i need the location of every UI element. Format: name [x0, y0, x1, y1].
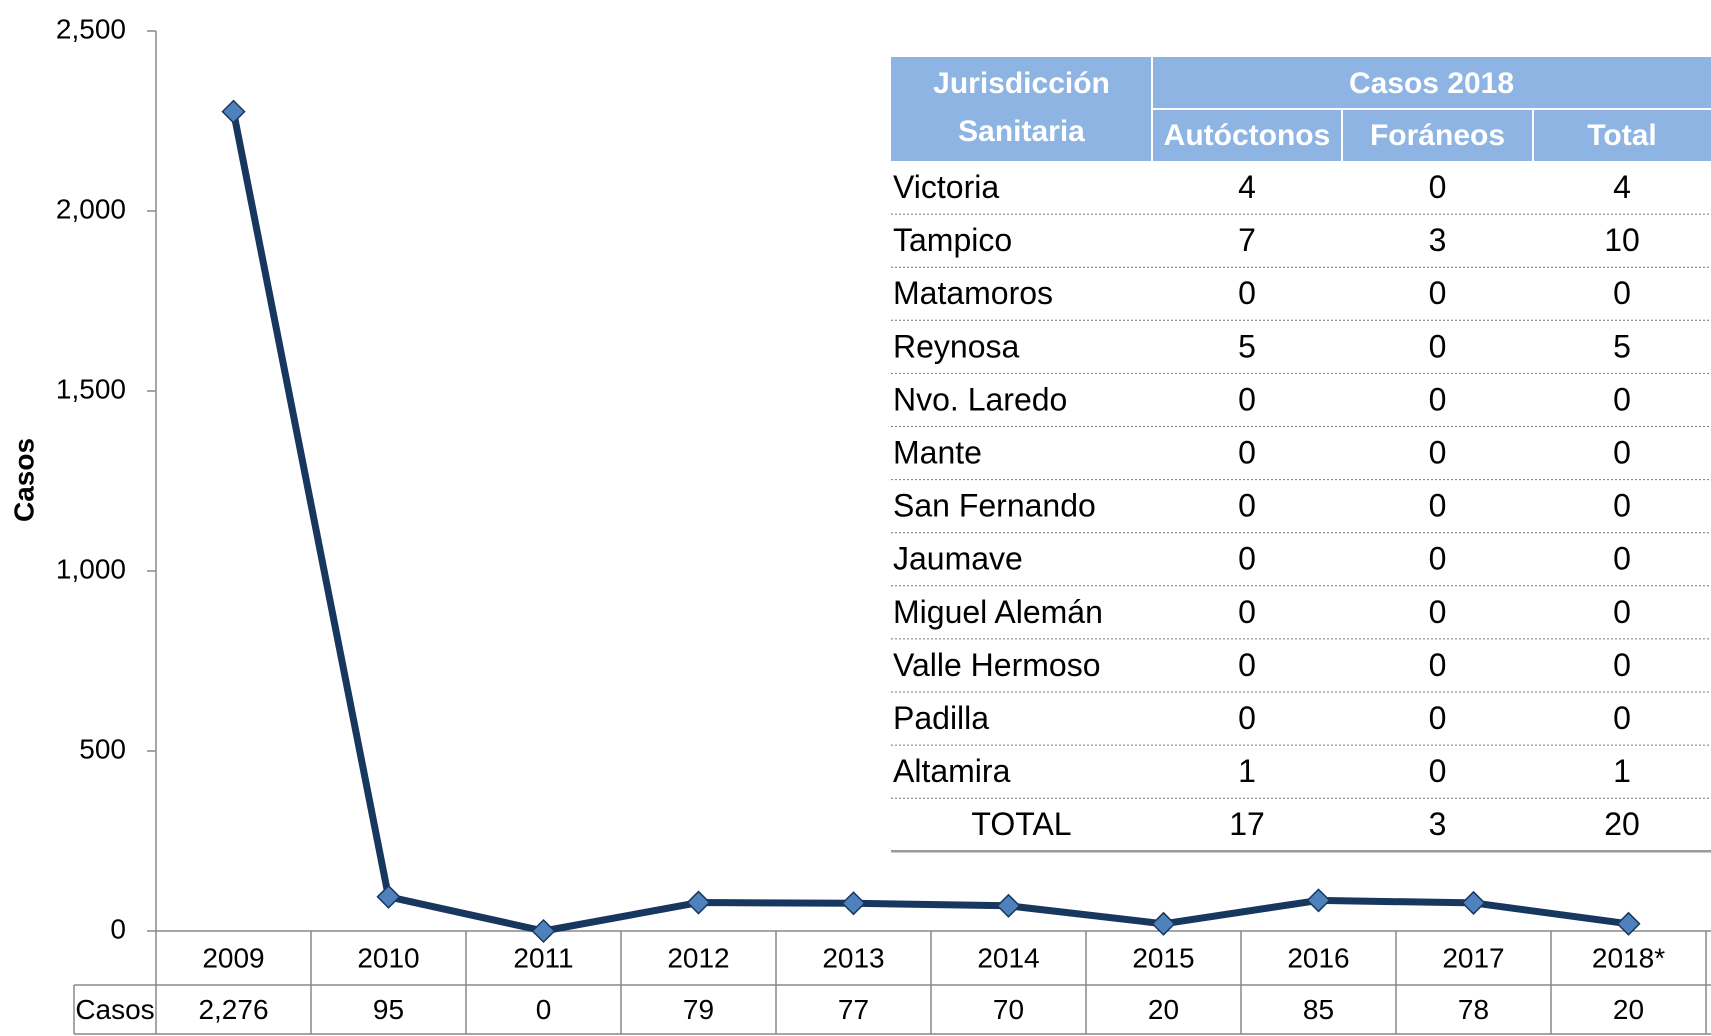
table-cell: 0: [1613, 435, 1631, 471]
table-cell: Jaumave: [893, 541, 1023, 577]
y-axis-label: Casos: [8, 438, 39, 522]
table-cell: Matamoros: [893, 275, 1053, 311]
table-cell: 0: [1238, 275, 1256, 311]
y-tick-label: 0: [110, 913, 126, 944]
table-cell: Victoria: [893, 169, 999, 205]
table-cell: 0: [1613, 647, 1631, 683]
x-tick-label: 2013: [822, 942, 884, 973]
data-label: 70: [993, 994, 1024, 1025]
x-tick-label: 2016: [1287, 942, 1349, 973]
data-label: 0: [536, 994, 552, 1025]
y-tick-label: 2,500: [56, 13, 126, 44]
table-cell: 17: [1229, 806, 1265, 842]
x-tick-label: 2010: [357, 942, 419, 973]
table-cell: 0: [1429, 541, 1447, 577]
table-cell: Valle Hermoso: [893, 647, 1100, 683]
table-cell: Miguel Alemán: [893, 594, 1103, 630]
marker: [1461, 890, 1486, 915]
table-cell: 3: [1429, 222, 1447, 258]
table-cell: 0: [1429, 275, 1447, 311]
table-cell: 0: [1613, 594, 1631, 630]
table-cell: 4: [1238, 169, 1256, 205]
table-cell: Reynosa: [893, 328, 1020, 364]
table-cell: 5: [1238, 328, 1256, 364]
header-cell: Autóctonos: [1164, 119, 1331, 152]
data-label: 20: [1148, 994, 1179, 1025]
table-cell: Padilla: [893, 700, 989, 736]
x-tick-label: 2018*: [1592, 942, 1665, 973]
table-cell: 0: [1429, 647, 1447, 683]
table-cell: 0: [1429, 700, 1447, 736]
table-cell: 0: [1238, 381, 1256, 417]
table-cell: 1: [1238, 753, 1256, 789]
data-label: 20: [1613, 994, 1644, 1025]
data-label: 79: [683, 994, 714, 1025]
table-cell: Tampico: [893, 222, 1012, 258]
data-label: 77: [838, 994, 869, 1025]
table-cell: TOTAL: [971, 806, 1071, 842]
table-cell: Altamira: [893, 753, 1011, 789]
legend-label: Casos: [75, 994, 154, 1025]
table-cell: 0: [1429, 594, 1447, 630]
table-cell: 0: [1613, 700, 1631, 736]
data-label: 2,276: [198, 994, 268, 1025]
table-cell: 0: [1613, 541, 1631, 577]
marker: [996, 893, 1021, 918]
x-tick-label: 2009: [202, 942, 264, 973]
x-tick-label: 2014: [977, 942, 1039, 973]
table-cell: 0: [1613, 381, 1631, 417]
marker: [1306, 888, 1331, 913]
table-cell: 0: [1613, 488, 1631, 524]
y-tick-label: 2,000: [56, 193, 126, 224]
table-cell: 1: [1613, 753, 1631, 789]
marker: [1616, 911, 1641, 936]
data-label: 95: [373, 994, 404, 1025]
table-cell: 0: [1238, 435, 1256, 471]
marker: [376, 884, 401, 909]
x-tick-label: 2015: [1132, 942, 1194, 973]
table-cell: 7: [1238, 222, 1256, 258]
header-cell: Foráneos: [1370, 119, 1505, 152]
marker: [1151, 911, 1176, 936]
header-cell: Jurisdicción Sanitaria: [933, 67, 1110, 148]
table-cell: 4: [1613, 169, 1631, 205]
y-tick-label: 1,000: [56, 553, 126, 584]
header-cell: Casos 2018: [1349, 67, 1514, 100]
table-cell: 10: [1604, 222, 1640, 258]
table-cell: 0: [1238, 647, 1256, 683]
table-cell: Mante: [893, 435, 982, 471]
table-cell: Nvo. Laredo: [893, 381, 1067, 417]
data-label: 85: [1303, 994, 1334, 1025]
table-cell: 0: [1429, 435, 1447, 471]
marker: [841, 891, 866, 916]
table-cell: 0: [1429, 381, 1447, 417]
table-cell: 0: [1238, 700, 1256, 736]
table-cell: 0: [1613, 275, 1631, 311]
table-cell: 0: [1429, 328, 1447, 364]
y-tick-label: 500: [79, 733, 126, 764]
table-cell: 0: [1429, 488, 1447, 524]
marker: [221, 99, 246, 124]
table-cell: 0: [1429, 169, 1447, 205]
x-tick-label: 2017: [1442, 942, 1504, 973]
table-cell: 5: [1613, 328, 1631, 364]
header-cell: Total: [1587, 119, 1656, 152]
table-cell: 0: [1238, 541, 1256, 577]
table-cell: 20: [1604, 806, 1640, 842]
x-tick-label: 2011: [513, 942, 573, 973]
marker: [686, 890, 711, 915]
table-cell: 0: [1429, 753, 1447, 789]
table-cell: 3: [1429, 806, 1447, 842]
table-cell: San Fernando: [893, 488, 1096, 524]
line: [230, 110, 1629, 935]
y-tick-label: 1,500: [56, 373, 126, 404]
table-cell: 0: [1238, 488, 1256, 524]
table-cell: 0: [1238, 594, 1256, 630]
data-label: 78: [1458, 994, 1489, 1025]
x-tick-label: 2012: [667, 942, 729, 973]
marker: [531, 918, 556, 944]
